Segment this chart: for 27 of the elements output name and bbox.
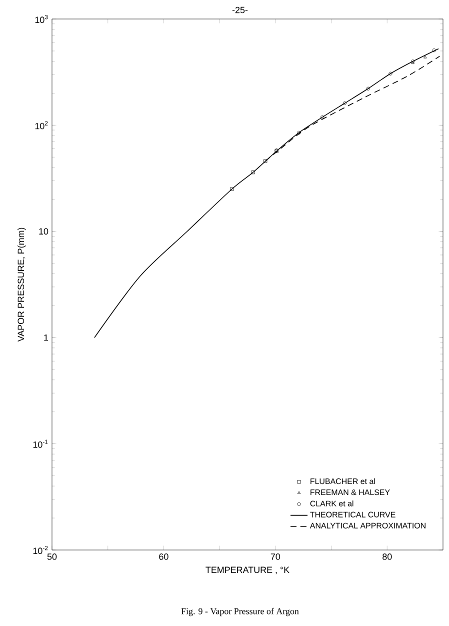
y-tick-label: 1 — [44, 334, 48, 341]
y-tick-label: 10 — [39, 228, 48, 235]
x-tick-label: 80 — [382, 554, 392, 560]
caption: Fig. 9 - Vapor Pressure of Argon — [181, 608, 299, 616]
x-tick-label: 60 — [159, 554, 168, 560]
y-axis-title: VAPOR PRESSURE, P(mm) — [18, 228, 26, 342]
line-series — [94, 48, 439, 338]
point — [230, 187, 234, 191]
point — [320, 115, 324, 119]
point — [388, 72, 392, 76]
point — [342, 101, 346, 106]
point — [264, 159, 268, 163]
y-tick-label: 10$^{-2}$ — [33, 546, 48, 554]
point — [366, 86, 370, 90]
x-tick-label: 70 — [270, 554, 280, 560]
x-axis-title: TEMPERATURE , °K — [206, 566, 290, 574]
point — [411, 61, 414, 64]
point — [411, 60, 415, 64]
y-tick-label: 10$^{3}$ — [35, 14, 48, 24]
point — [432, 48, 436, 52]
x-tick-label: 50 — [47, 554, 57, 560]
text: -25- — [232, 6, 248, 14]
point — [297, 130, 301, 134]
point — [424, 55, 427, 58]
y-tick-label: 10$^{2}$ — [35, 121, 48, 130]
y-tick-label: 10$^{-1}$ — [33, 440, 48, 448]
point — [251, 170, 255, 174]
